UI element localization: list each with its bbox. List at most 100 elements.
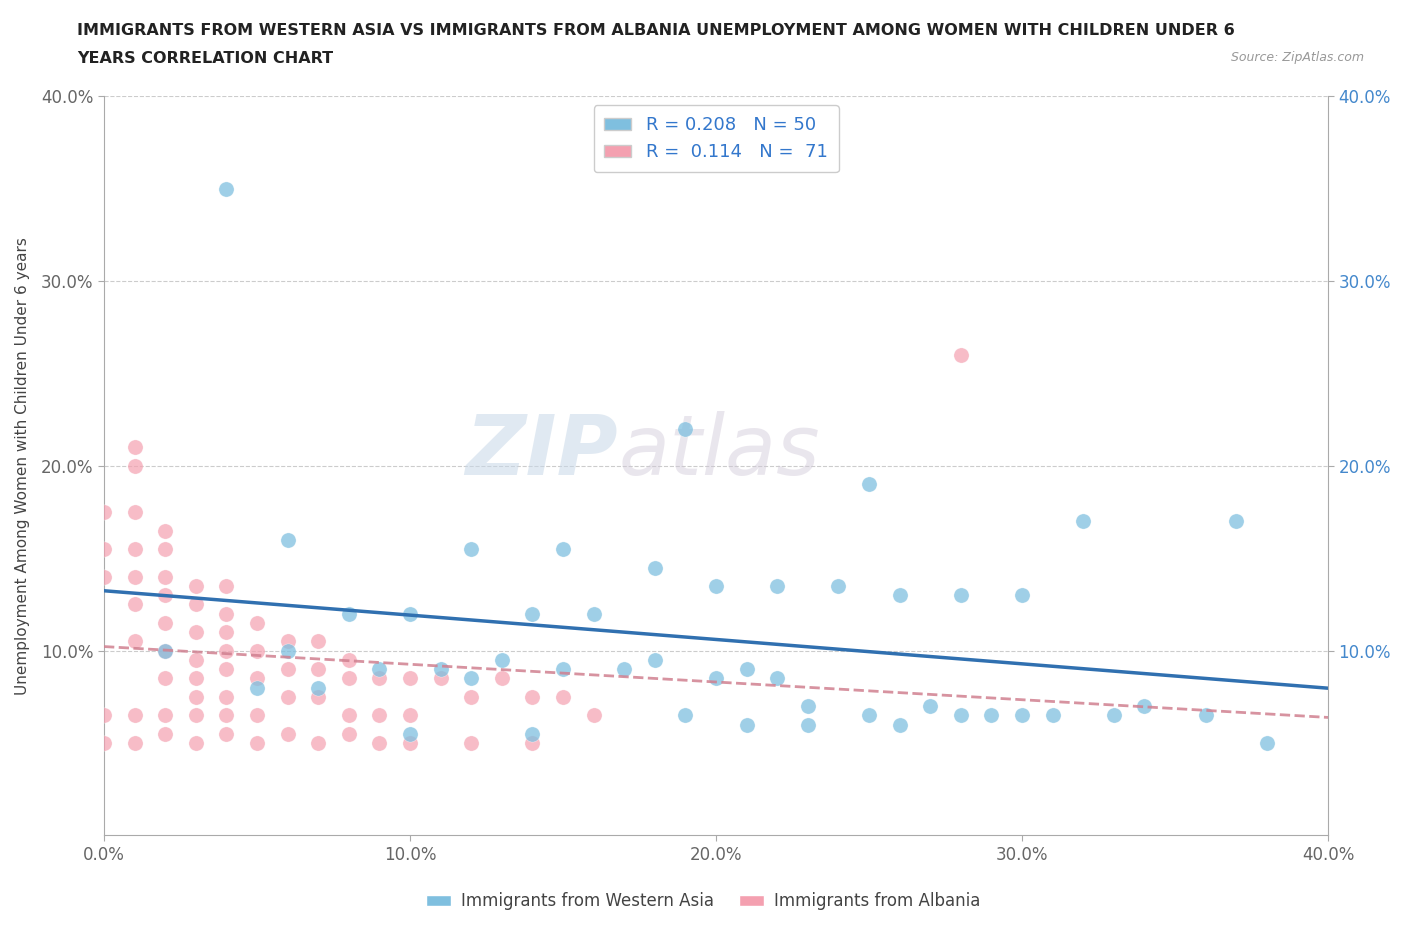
Point [155, 644, 177, 658]
Point [1042, 708, 1064, 723]
Point [155, 588, 177, 603]
Text: IMMIGRANTS FROM WESTERN ASIA VS IMMIGRANTS FROM ALBANIA UNEMPLOYMENT AMONG WOMEN: IMMIGRANTS FROM WESTERN ASIA VS IMMIGRAN… [77, 23, 1234, 38]
Point [155, 524, 177, 538]
Point [277, 662, 299, 677]
Point [124, 597, 146, 612]
Point [277, 726, 299, 741]
Point [368, 708, 391, 723]
Point [368, 662, 391, 677]
Point [246, 736, 269, 751]
Point [522, 726, 544, 741]
Point [307, 634, 329, 649]
Point [215, 689, 238, 704]
Point [949, 708, 972, 723]
Point [858, 477, 880, 492]
Point [429, 671, 451, 685]
Text: YEARS CORRELATION CHART: YEARS CORRELATION CHART [77, 51, 333, 66]
Point [766, 578, 789, 593]
Point [124, 458, 146, 473]
Point [93, 541, 115, 556]
Point [246, 708, 269, 723]
Point [93, 736, 115, 751]
Point [797, 717, 820, 732]
Point [307, 689, 329, 704]
Point [491, 653, 513, 668]
Point [124, 634, 146, 649]
Point [277, 644, 299, 658]
Point [460, 689, 482, 704]
Point [675, 421, 697, 436]
Point [613, 662, 636, 677]
Point [215, 625, 238, 640]
Point [1225, 514, 1247, 529]
Point [93, 708, 115, 723]
Point [307, 680, 329, 695]
Point [399, 708, 422, 723]
Legend: Immigrants from Western Asia, Immigrants from Albania: Immigrants from Western Asia, Immigrants… [419, 885, 987, 917]
Point [644, 560, 666, 575]
Point [949, 588, 972, 603]
Point [277, 634, 299, 649]
Point [399, 736, 422, 751]
Point [277, 532, 299, 547]
Point [1256, 736, 1278, 751]
Point [980, 708, 1002, 723]
Point [215, 181, 238, 196]
Point [735, 717, 758, 732]
Point [184, 653, 207, 668]
Point [184, 625, 207, 640]
Legend: R = 0.208   N = 50, R =  0.114   N =  71: R = 0.208 N = 50, R = 0.114 N = 71 [593, 105, 838, 172]
Point [551, 541, 574, 556]
Point [522, 606, 544, 621]
Point [155, 644, 177, 658]
Point [337, 671, 360, 685]
Point [155, 671, 177, 685]
Point [184, 689, 207, 704]
Point [155, 726, 177, 741]
Point [949, 348, 972, 363]
Point [582, 708, 605, 723]
Point [124, 541, 146, 556]
Point [522, 689, 544, 704]
Point [460, 671, 482, 685]
Point [184, 578, 207, 593]
Point [766, 671, 789, 685]
Point [399, 726, 422, 741]
Point [522, 736, 544, 751]
Point [460, 541, 482, 556]
Y-axis label: Unemployment Among Women with Children Under 6 years: Unemployment Among Women with Children U… [15, 237, 30, 695]
Point [246, 671, 269, 685]
Point [1195, 708, 1218, 723]
Point [215, 644, 238, 658]
Point [1011, 588, 1033, 603]
Point [1133, 698, 1156, 713]
Point [399, 606, 422, 621]
Point [429, 662, 451, 677]
Text: Source: ZipAtlas.com: Source: ZipAtlas.com [1230, 51, 1364, 64]
Text: ZIP: ZIP [465, 411, 619, 492]
Point [124, 569, 146, 584]
Point [246, 644, 269, 658]
Point [93, 505, 115, 520]
Point [704, 671, 727, 685]
Point [215, 662, 238, 677]
Point [124, 505, 146, 520]
Point [582, 606, 605, 621]
Point [184, 736, 207, 751]
Point [184, 708, 207, 723]
Point [124, 708, 146, 723]
Point [1102, 708, 1125, 723]
Point [93, 569, 115, 584]
Point [337, 726, 360, 741]
Point [215, 578, 238, 593]
Point [215, 708, 238, 723]
Point [551, 662, 574, 677]
Point [399, 671, 422, 685]
Point [277, 689, 299, 704]
Point [827, 578, 849, 593]
Point [215, 726, 238, 741]
Text: atlas: atlas [619, 411, 820, 492]
Point [889, 717, 911, 732]
Point [124, 736, 146, 751]
Point [155, 541, 177, 556]
